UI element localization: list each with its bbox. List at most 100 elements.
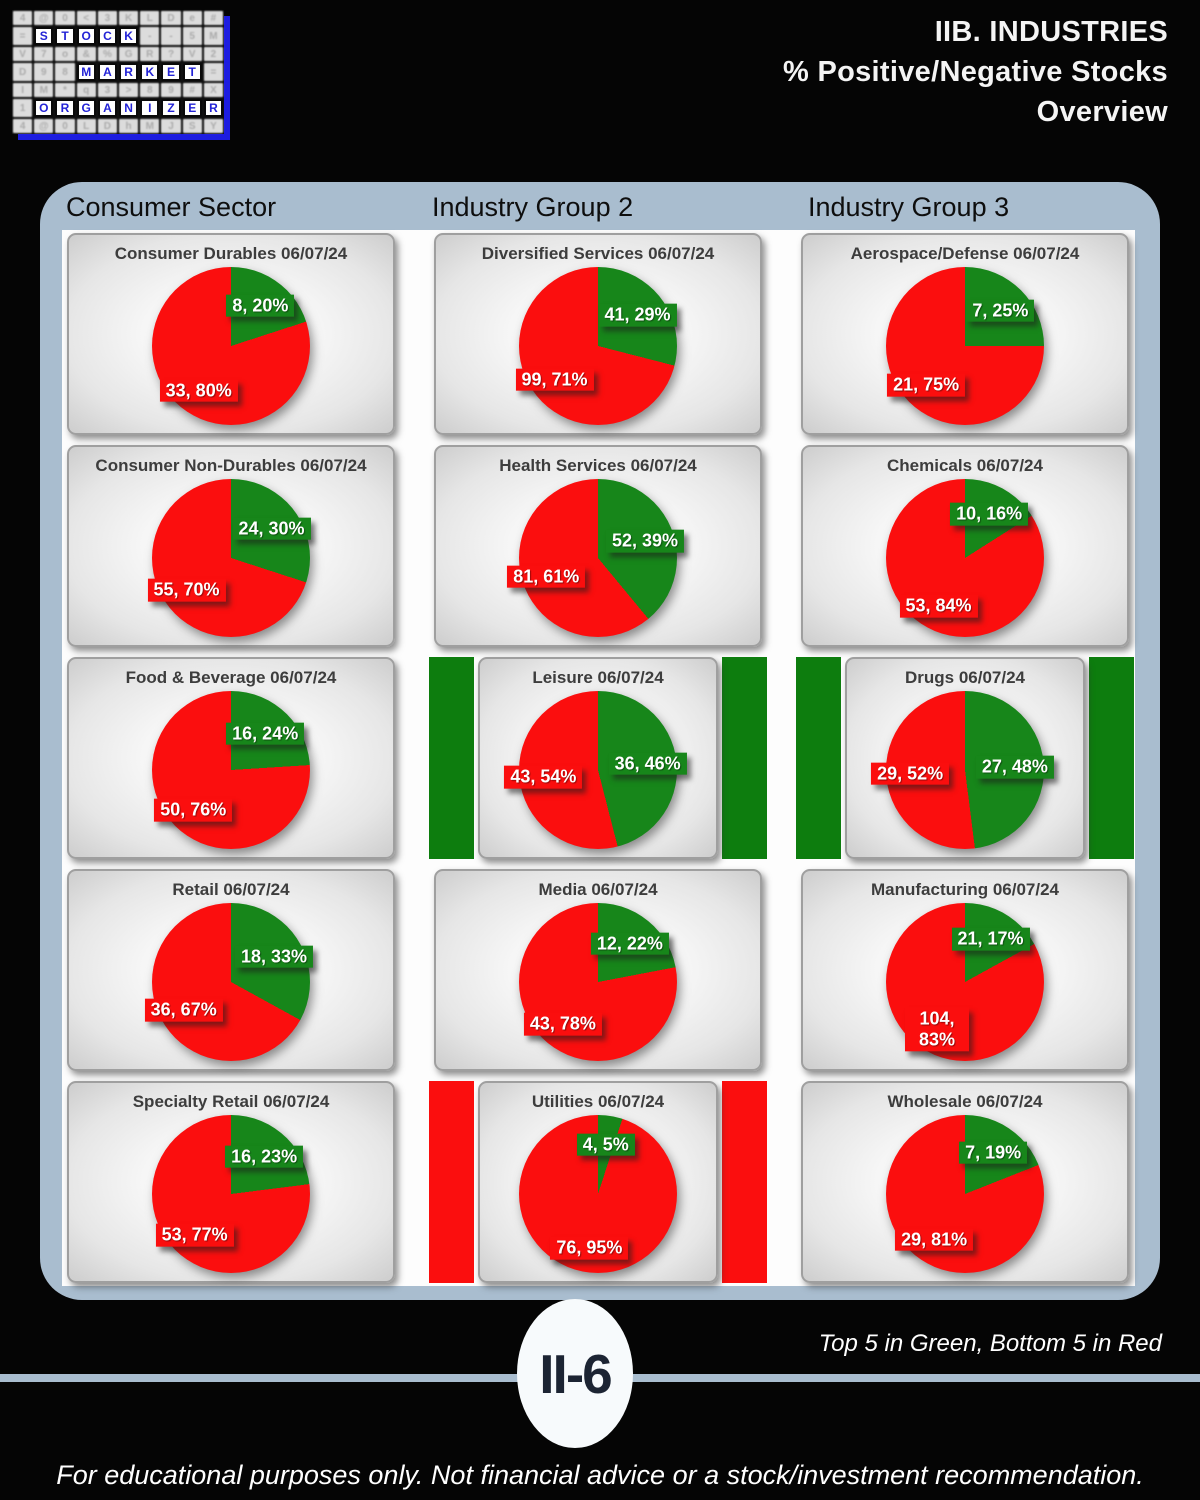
chart-title: Utilities 06/07/24 bbox=[531, 1092, 665, 1111]
chart-cell: Manufacturing 06/07/24 21, 17% 104, 83% bbox=[796, 869, 1134, 1071]
positive-slice-label: 10, 16% bbox=[950, 502, 1029, 526]
logo-noise-tile: R bbox=[140, 47, 160, 61]
column-header-industry-group-3: Industry Group 3 bbox=[808, 192, 1010, 222]
top5-green-bar-left bbox=[796, 657, 841, 859]
logo-noise-tile: V bbox=[13, 47, 33, 61]
logo-noise-tile: > bbox=[119, 83, 139, 97]
chart-cell: Leisure 06/07/24 36, 46% 43, 54% bbox=[429, 657, 767, 859]
negative-slice-label: 55, 70% bbox=[147, 578, 226, 602]
logo-letter-tile: S bbox=[34, 27, 54, 45]
logo-noise-tile: M bbox=[34, 83, 54, 97]
logo-noise-tile: @ bbox=[34, 119, 54, 133]
logo-noise-tile: # bbox=[203, 11, 223, 25]
logo-noise-tile: 4 bbox=[13, 119, 33, 133]
chart-cell: Health Services 06/07/24 52, 39% 81, 61% bbox=[429, 445, 767, 647]
logo-noise-tile: L bbox=[140, 11, 160, 25]
chart-card: Wholesale 06/07/24 7, 19% 29, 81% bbox=[801, 1081, 1129, 1283]
logo-noise-tile: K bbox=[119, 11, 139, 25]
color-legend-text: Top 5 in Green, Bottom 5 in Red bbox=[818, 1330, 1162, 1357]
logo-letter-tile: R bbox=[55, 99, 75, 117]
negative-slice-label: 81, 61% bbox=[507, 565, 586, 588]
positive-slice-label: 36, 46% bbox=[608, 752, 687, 776]
logo-noise-tile: # bbox=[182, 83, 202, 97]
chart-card: Drugs 06/07/24 27, 48% 29, 52% bbox=[845, 657, 1085, 859]
logo-letter-tile: K bbox=[119, 27, 139, 45]
negative-slice-label: 43, 78% bbox=[523, 1013, 602, 1036]
chart-cell: Consumer Non-Durables 06/07/24 24, 30% 55,… bbox=[62, 445, 400, 647]
logo-noise-tile: - bbox=[140, 27, 160, 45]
title-line-1: IIB. INDUSTRIES bbox=[934, 16, 1168, 48]
negative-slice-label: 50, 76% bbox=[154, 798, 233, 822]
logo-letter-tile: I bbox=[140, 99, 160, 117]
logo-noise-tile: h bbox=[119, 119, 139, 133]
top5-green-bar-right bbox=[722, 657, 767, 859]
chart-card: Aerospace/Defense 06/07/24 7, 25% 21, 75% bbox=[801, 233, 1129, 435]
chart-cell: Drugs 06/07/24 27, 48% 29, 52% bbox=[796, 657, 1134, 859]
chart-card: Chemicals 06/07/24 10, 16% 53, 84% bbox=[801, 445, 1129, 647]
chart-title: Food & Beverage 06/07/24 bbox=[125, 668, 337, 687]
logo-noise-tile: 7 bbox=[34, 47, 54, 61]
logo-noise-tile: 8 bbox=[55, 63, 75, 81]
negative-slice-label: 29, 52% bbox=[871, 762, 950, 785]
logo-letter-tile: G bbox=[76, 99, 96, 117]
pie-chart bbox=[152, 903, 310, 1061]
logo-letter-tile: A bbox=[97, 63, 117, 81]
chart-title: Diversified Services 06/07/24 bbox=[481, 244, 715, 263]
logo-letter-tile: R bbox=[119, 63, 139, 81]
logo-noise-tile: 0 bbox=[55, 11, 75, 25]
positive-slice-label: 18, 33% bbox=[234, 945, 314, 968]
chart-cell: Specialty Retail 06/07/24 16, 23% 53, 77% bbox=[62, 1081, 400, 1283]
logo-noise-tile: D bbox=[97, 119, 117, 133]
pie-chart bbox=[152, 1115, 310, 1273]
column-industry-group-2: Diversified Services 06/07/24 41, 29% 99, … bbox=[429, 233, 767, 1286]
chart-card: Health Services 06/07/24 52, 39% 81, 61% bbox=[434, 445, 762, 647]
logo-noise-tile: - bbox=[161, 27, 181, 45]
logo-noise-tile: ? bbox=[161, 47, 181, 61]
logo-noise-tile: M bbox=[203, 27, 223, 45]
logo-noise-tile: 9 bbox=[161, 83, 181, 97]
negative-slice-label: 33, 80% bbox=[159, 379, 238, 402]
logo-letter-tile: C bbox=[97, 27, 117, 45]
chart-cell: Consumer Durables 06/07/24 8, 20% 33, 80% bbox=[62, 233, 400, 435]
positive-slice-label: 16, 24% bbox=[226, 722, 305, 745]
chart-card: Media 06/07/24 12, 22% 43, 78% bbox=[434, 869, 762, 1071]
page-number-badge: II-6 bbox=[517, 1299, 633, 1448]
chart-title: Retail 06/07/24 bbox=[172, 880, 290, 899]
positive-slice-label: 7, 25% bbox=[966, 299, 1035, 322]
logo-noise-tile: e bbox=[182, 11, 202, 25]
chart-title: Consumer Durables 06/07/24 bbox=[114, 244, 348, 263]
logo-noise-tile: 3 bbox=[97, 11, 117, 25]
positive-slice-label: 16, 23% bbox=[225, 1145, 304, 1168]
chart-title: Chemicals 06/07/24 bbox=[887, 456, 1043, 475]
page-title: IIB. INDUSTRIES % Positive/Negative Stoc… bbox=[783, 12, 1168, 132]
logo-letter-tile: R bbox=[203, 99, 223, 117]
pie-chart bbox=[519, 267, 677, 425]
logo-noise-tile: 2 bbox=[203, 47, 223, 61]
logo-letter-tile: O bbox=[76, 27, 96, 45]
logo-noise-tile: 4 bbox=[13, 11, 33, 25]
positive-slice-label: 52, 39% bbox=[605, 529, 685, 553]
positive-slice-label: 27, 48% bbox=[975, 755, 1054, 779]
chart-cell: Media 06/07/24 12, 22% 43, 78% bbox=[429, 869, 767, 1071]
positive-slice-label: 7, 19% bbox=[959, 1141, 1028, 1164]
logo-noise-tile: @ bbox=[34, 11, 54, 25]
logo-noise-tile: 1 bbox=[13, 99, 33, 117]
logo-letter-tile: T bbox=[182, 63, 202, 81]
chart-cell: Food & Beverage 06/07/24 16, 24% 50, 76% bbox=[62, 657, 400, 859]
chart-card: Specialty Retail 06/07/24 16, 23% 53, 77% bbox=[67, 1081, 395, 1283]
logo-noise-tile: = bbox=[13, 27, 33, 45]
bottom5-red-bar-right bbox=[722, 1081, 767, 1283]
logo-noise-tile: X bbox=[203, 83, 223, 97]
logo-noise-tile: 8 bbox=[140, 83, 160, 97]
chart-title: Media 06/07/24 bbox=[538, 880, 658, 899]
negative-slice-label: 29, 81% bbox=[895, 1228, 974, 1251]
logo-noise-tile: D bbox=[161, 11, 181, 25]
chart-title: Consumer Non-Durables 06/07/24 bbox=[95, 456, 367, 475]
chart-cell: Wholesale 06/07/24 7, 19% 29, 81% bbox=[796, 1081, 1134, 1283]
column-header-industry-group-2: Industry Group 2 bbox=[432, 192, 634, 222]
chart-card: Manufacturing 06/07/24 21, 17% 104, 83% bbox=[801, 869, 1129, 1071]
chart-title: Wholesale 06/07/24 bbox=[887, 1092, 1043, 1111]
logo-noise-tile: % bbox=[97, 47, 117, 61]
logo-noise-tile: * bbox=[55, 83, 75, 97]
